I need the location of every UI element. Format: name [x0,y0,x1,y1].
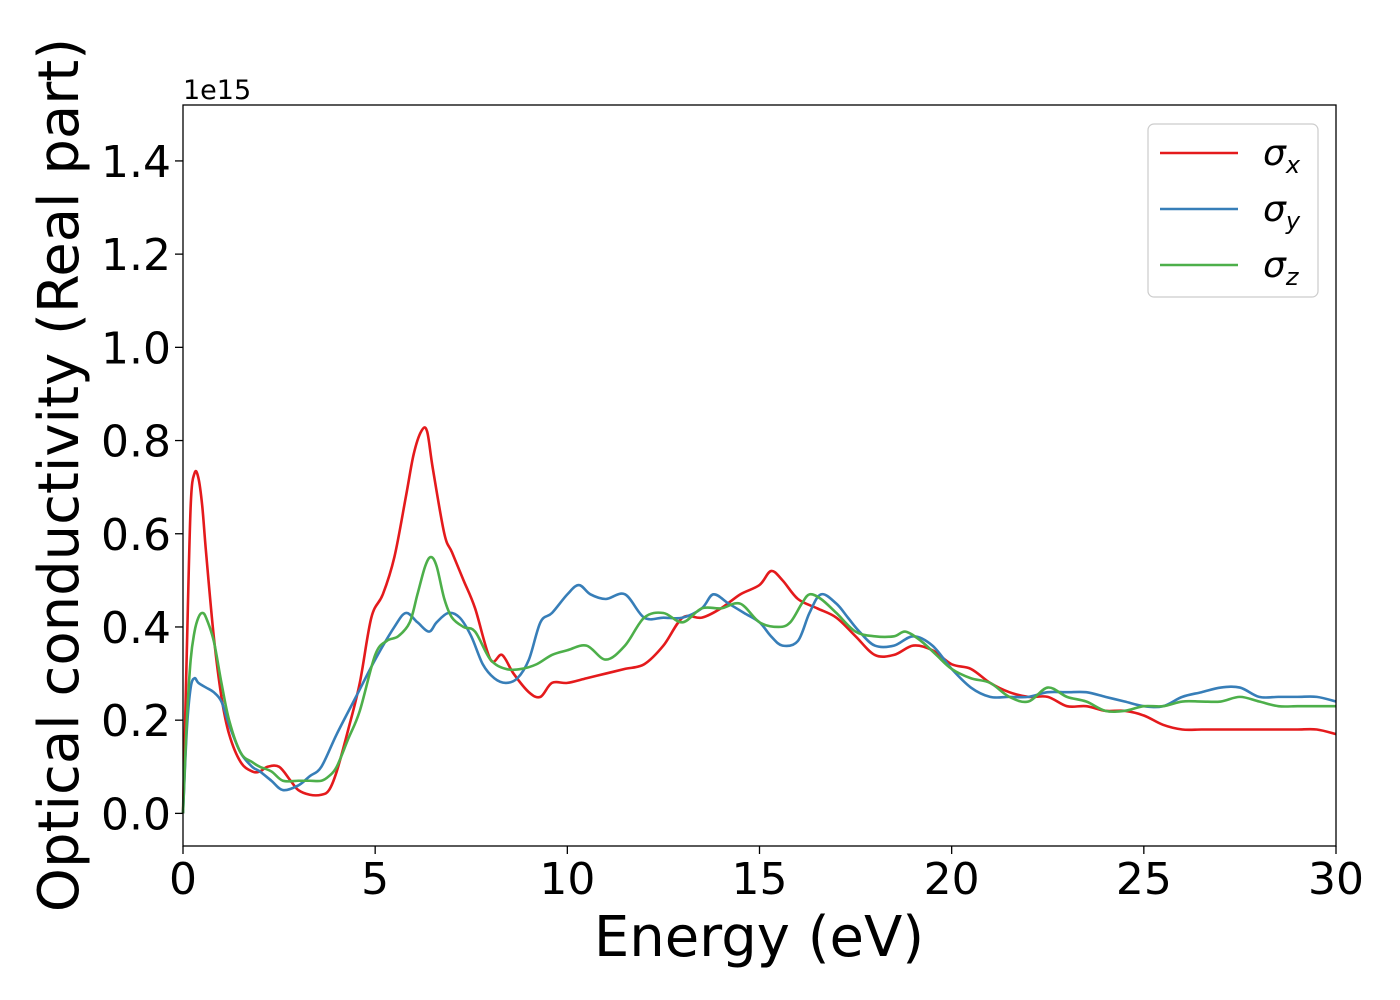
y-tick-label: 0.6 [101,510,171,561]
y-tick-label: 1.2 [101,230,171,281]
y-tick-label: 0.0 [101,789,171,840]
x-axis: 0 5 10 15 20 25 30 [169,846,1364,905]
x-tick-label: 15 [732,854,788,905]
legend-label-sigma-x: σx [1263,133,1301,179]
x-tick-label: 25 [1116,854,1172,905]
x-axis-label: Energy (eV) [594,905,924,970]
series-line-sigma-x [181,426,1337,814]
series-line-sigma-z [181,555,1336,814]
y-axis-label: Optical conductivity (Real part) [27,38,92,912]
y-tick-label: 0.2 [101,696,171,747]
series-line-sigma-y [181,583,1337,814]
x-tick-label: 0 [169,854,197,905]
plot-lines [181,426,1337,814]
y-axis: 0.0 0.2 0.4 0.6 0.8 1.0 1.2 1.4 [101,137,183,840]
y-tick-label: 1.0 [101,323,171,374]
x-tick-label: 20 [924,854,980,905]
y-offset-text: 1e15 [183,75,251,106]
x-tick-label: 10 [539,854,595,905]
legend-box [1147,123,1319,298]
x-tick-label: 5 [361,854,389,905]
y-tick-label: 0.4 [101,603,171,654]
x-tick-label: 30 [1308,854,1364,905]
legend-label-sigma-y: σy [1263,189,1301,235]
y-tick-label: 0.8 [101,417,171,468]
y-tick-label: 1.4 [101,137,171,188]
